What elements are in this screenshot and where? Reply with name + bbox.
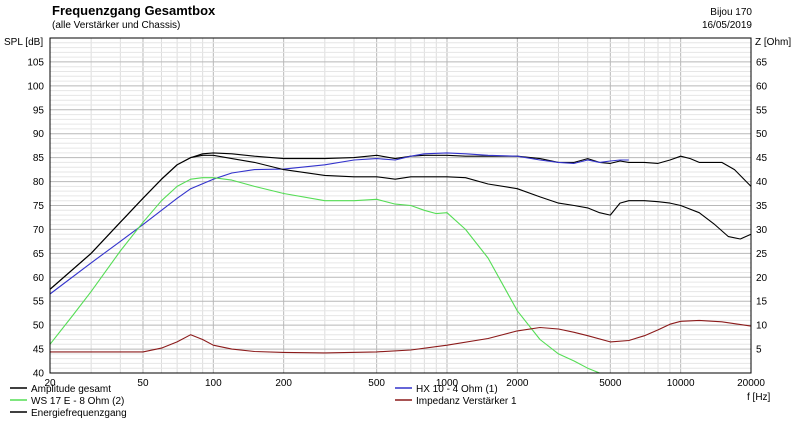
- x-tick-label: 20: [44, 378, 56, 389]
- y-tick-label: 75: [33, 201, 45, 212]
- y-tick-label: 60: [33, 273, 45, 284]
- series-line-4: [50, 319, 752, 354]
- x-tick-label: 100: [205, 378, 222, 389]
- x-tick-label: 20000: [737, 378, 765, 389]
- y2-tick-label: 60: [756, 81, 768, 92]
- y-tick-label: 100: [27, 81, 44, 92]
- series-line-1: [49, 152, 629, 295]
- y2-tick-label: 35: [756, 201, 768, 212]
- y2-tick-label: 30: [756, 225, 768, 236]
- legend-entry: WS 17 E - 8 Ohm (2): [31, 396, 124, 407]
- y-tick-label: 65: [33, 249, 45, 260]
- y2-tick-label: 50: [756, 129, 768, 140]
- series-lines: [49, 152, 752, 374]
- y-tick-label: 95: [33, 105, 45, 116]
- x-tick-label: 500: [368, 378, 385, 389]
- tick-labels: 40 45 50 55 60 65 70 75 80 85 90 95 100 105 5 10 15 20 25 3…: [27, 57, 770, 403]
- y2-tick-label: 40: [756, 177, 768, 188]
- y2-tick-label: 25: [756, 249, 768, 260]
- plot-border: [49, 37, 752, 374]
- y-tick-label: 70: [33, 225, 45, 236]
- grid-lines: [49, 37, 752, 374]
- series-line-0: [49, 152, 752, 290]
- y-tick-label: 90: [33, 129, 45, 140]
- x-tick-label: 10000: [667, 378, 695, 389]
- y2-tick-label: 10: [756, 321, 768, 332]
- project-name: Bijou 170: [710, 7, 752, 18]
- legend-entry: Impedanz Verstärker 1: [416, 396, 517, 407]
- series-line-2: [49, 177, 751, 374]
- x-tick-label: 200: [275, 378, 292, 389]
- chart-title: Frequenzgang Gesamtbox: [52, 3, 216, 18]
- legend-entry: HX 10 - 4 Ohm (1): [416, 384, 498, 395]
- x-axis-label: f [Hz]: [747, 392, 771, 403]
- y-tick-label: 85: [33, 153, 45, 164]
- y-tick-label: 40: [33, 369, 45, 380]
- legend-entry: Amplitude gesamt: [31, 384, 111, 395]
- y2-tick-label: 5: [756, 345, 762, 356]
- x-tick-label: 50: [137, 378, 149, 389]
- y-axis-label: SPL [dB]: [4, 37, 44, 48]
- y-tick-label: 80: [33, 177, 45, 188]
- y-tick-label: 50: [33, 321, 45, 332]
- x-tick-label: 5000: [599, 378, 622, 389]
- plot-frame: [49, 37, 752, 374]
- legend-entry: Energiefrequenzgang: [31, 408, 127, 419]
- y-tick-label: 105: [27, 57, 44, 68]
- chart-meta: Bijou 170 16/05/2019: [702, 6, 752, 32]
- x-tick-label: 1000: [436, 378, 459, 389]
- series-line-3: [49, 154, 752, 290]
- y2-tick-label: 45: [756, 153, 768, 164]
- y2-tick-label: 55: [756, 105, 768, 116]
- y2-tick-label: 65: [756, 57, 768, 68]
- y2-tick-label: 15: [756, 297, 768, 308]
- chart-date: 16/05/2019: [701, 20, 752, 31]
- chart-subtitle: (alle Verstärker und Chassis): [52, 20, 181, 31]
- y2-tick-label: 20: [756, 273, 768, 284]
- y-tick-label: 45: [33, 345, 45, 356]
- y-tick-label: 55: [33, 297, 45, 308]
- y2-axis-label: Z [Ohm]: [755, 37, 792, 48]
- x-tick-label: 2000: [506, 378, 529, 389]
